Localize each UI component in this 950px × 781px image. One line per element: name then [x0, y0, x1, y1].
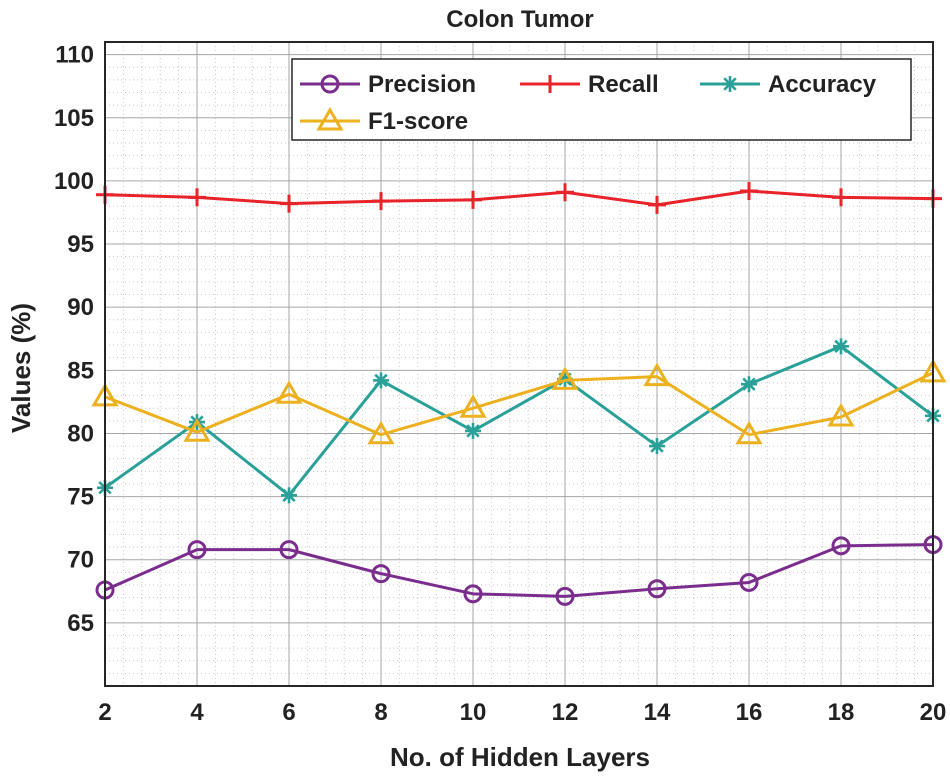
legend-marker-f1-score [316, 107, 344, 131]
data-point-accuracy [833, 338, 849, 355]
y-tick-label: 65 [67, 610, 94, 637]
series-f1-score [91, 358, 947, 445]
y-tick-label: 85 [67, 357, 94, 384]
data-point-f1-score [551, 366, 579, 390]
data-point-f1-score [735, 420, 763, 445]
x-tick-label: 12 [552, 699, 579, 726]
data-point-f1-score [367, 420, 395, 445]
x-tick-labels: 2 4 6 8 10 12 14 16 18 20 [98, 699, 946, 726]
legend-marker-recall [541, 75, 559, 93]
legend-label-accuracy: Accuracy [768, 71, 877, 98]
data-point-accuracy [281, 487, 297, 504]
y-tick-label: 110 [55, 42, 94, 69]
y-tick-label: 75 [67, 484, 94, 511]
x-tick-label: 16 [736, 699, 763, 726]
data-point-recall [740, 182, 758, 201]
data-point-accuracy [649, 438, 665, 455]
legend-entry-f1-score: F1-score [300, 107, 468, 135]
y-tick-label: 90 [67, 294, 94, 321]
series-layer [91, 182, 947, 606]
x-tick-label: 6 [282, 699, 295, 726]
data-point-accuracy [373, 372, 389, 389]
data-point-recall [556, 183, 574, 202]
y-tick-label: 100 [54, 168, 94, 195]
series-line-accuracy [104, 344, 934, 497]
data-point-precision [647, 579, 667, 599]
data-point-recall [648, 195, 666, 214]
data-point-f1-score [827, 403, 855, 427]
minor-grid [105, 41, 933, 686]
data-point-precision [371, 564, 391, 584]
x-tick-label: 18 [828, 699, 855, 726]
y-tick-label: 105 [54, 105, 94, 132]
data-point-precision [279, 540, 299, 560]
data-point-precision [739, 572, 759, 592]
data-point-precision [831, 536, 851, 556]
x-axis-label: No. of Hidden Layers [390, 742, 650, 772]
y-axis-label: Values (%) [6, 303, 36, 433]
data-point-f1-score [459, 394, 487, 418]
series-line-recall [104, 189, 934, 207]
data-point-recall [188, 188, 206, 207]
legend-box [291, 58, 912, 141]
x-tick-label: 2 [98, 699, 111, 726]
data-point-recall [280, 194, 298, 213]
data-point-precision [555, 586, 575, 606]
legend-label-precision: Precision [368, 71, 476, 98]
series-line-f1-score [104, 371, 934, 437]
series-precision [95, 535, 943, 606]
chart-title: Colon Tumor [446, 6, 594, 33]
x-tick-label: 20 [920, 699, 947, 726]
legend-entry-recall: Recall [520, 71, 659, 98]
data-point-f1-score [275, 380, 303, 404]
data-point-recall [832, 188, 850, 207]
x-tick-label: 10 [460, 699, 487, 726]
x-tick-label: 14 [644, 699, 671, 726]
legend-entry-accuracy: Accuracy [700, 71, 877, 98]
y-tick-labels: 65 70 75 80 85 90 95 100 105 110 [54, 42, 94, 637]
series-line-precision [104, 543, 934, 598]
data-point-recall [464, 190, 482, 209]
x-tick-label: 8 [374, 699, 387, 726]
data-point-precision [463, 584, 483, 604]
legend-marker-accuracy [722, 76, 738, 92]
y-tick-label: 95 [67, 231, 94, 258]
legend-label-f1-score: F1-score [368, 108, 468, 135]
legend-marker-precision [320, 74, 340, 94]
data-point-precision [187, 540, 207, 560]
legend-entry-precision: Precision [300, 71, 476, 98]
data-point-f1-score [643, 362, 671, 387]
series-recall [96, 182, 942, 214]
plot-frame [104, 41, 934, 687]
data-point-accuracy [465, 422, 481, 439]
legend-label-recall: Recall [588, 71, 659, 98]
legend: Precision Recall Accuracy F1-score [291, 58, 912, 141]
y-tick-label: 70 [67, 547, 94, 574]
y-tick-label: 80 [67, 420, 94, 447]
data-point-recall [372, 192, 390, 211]
x-tick-label: 4 [190, 699, 204, 726]
data-point-f1-score [183, 418, 211, 442]
data-point-accuracy [741, 376, 757, 393]
